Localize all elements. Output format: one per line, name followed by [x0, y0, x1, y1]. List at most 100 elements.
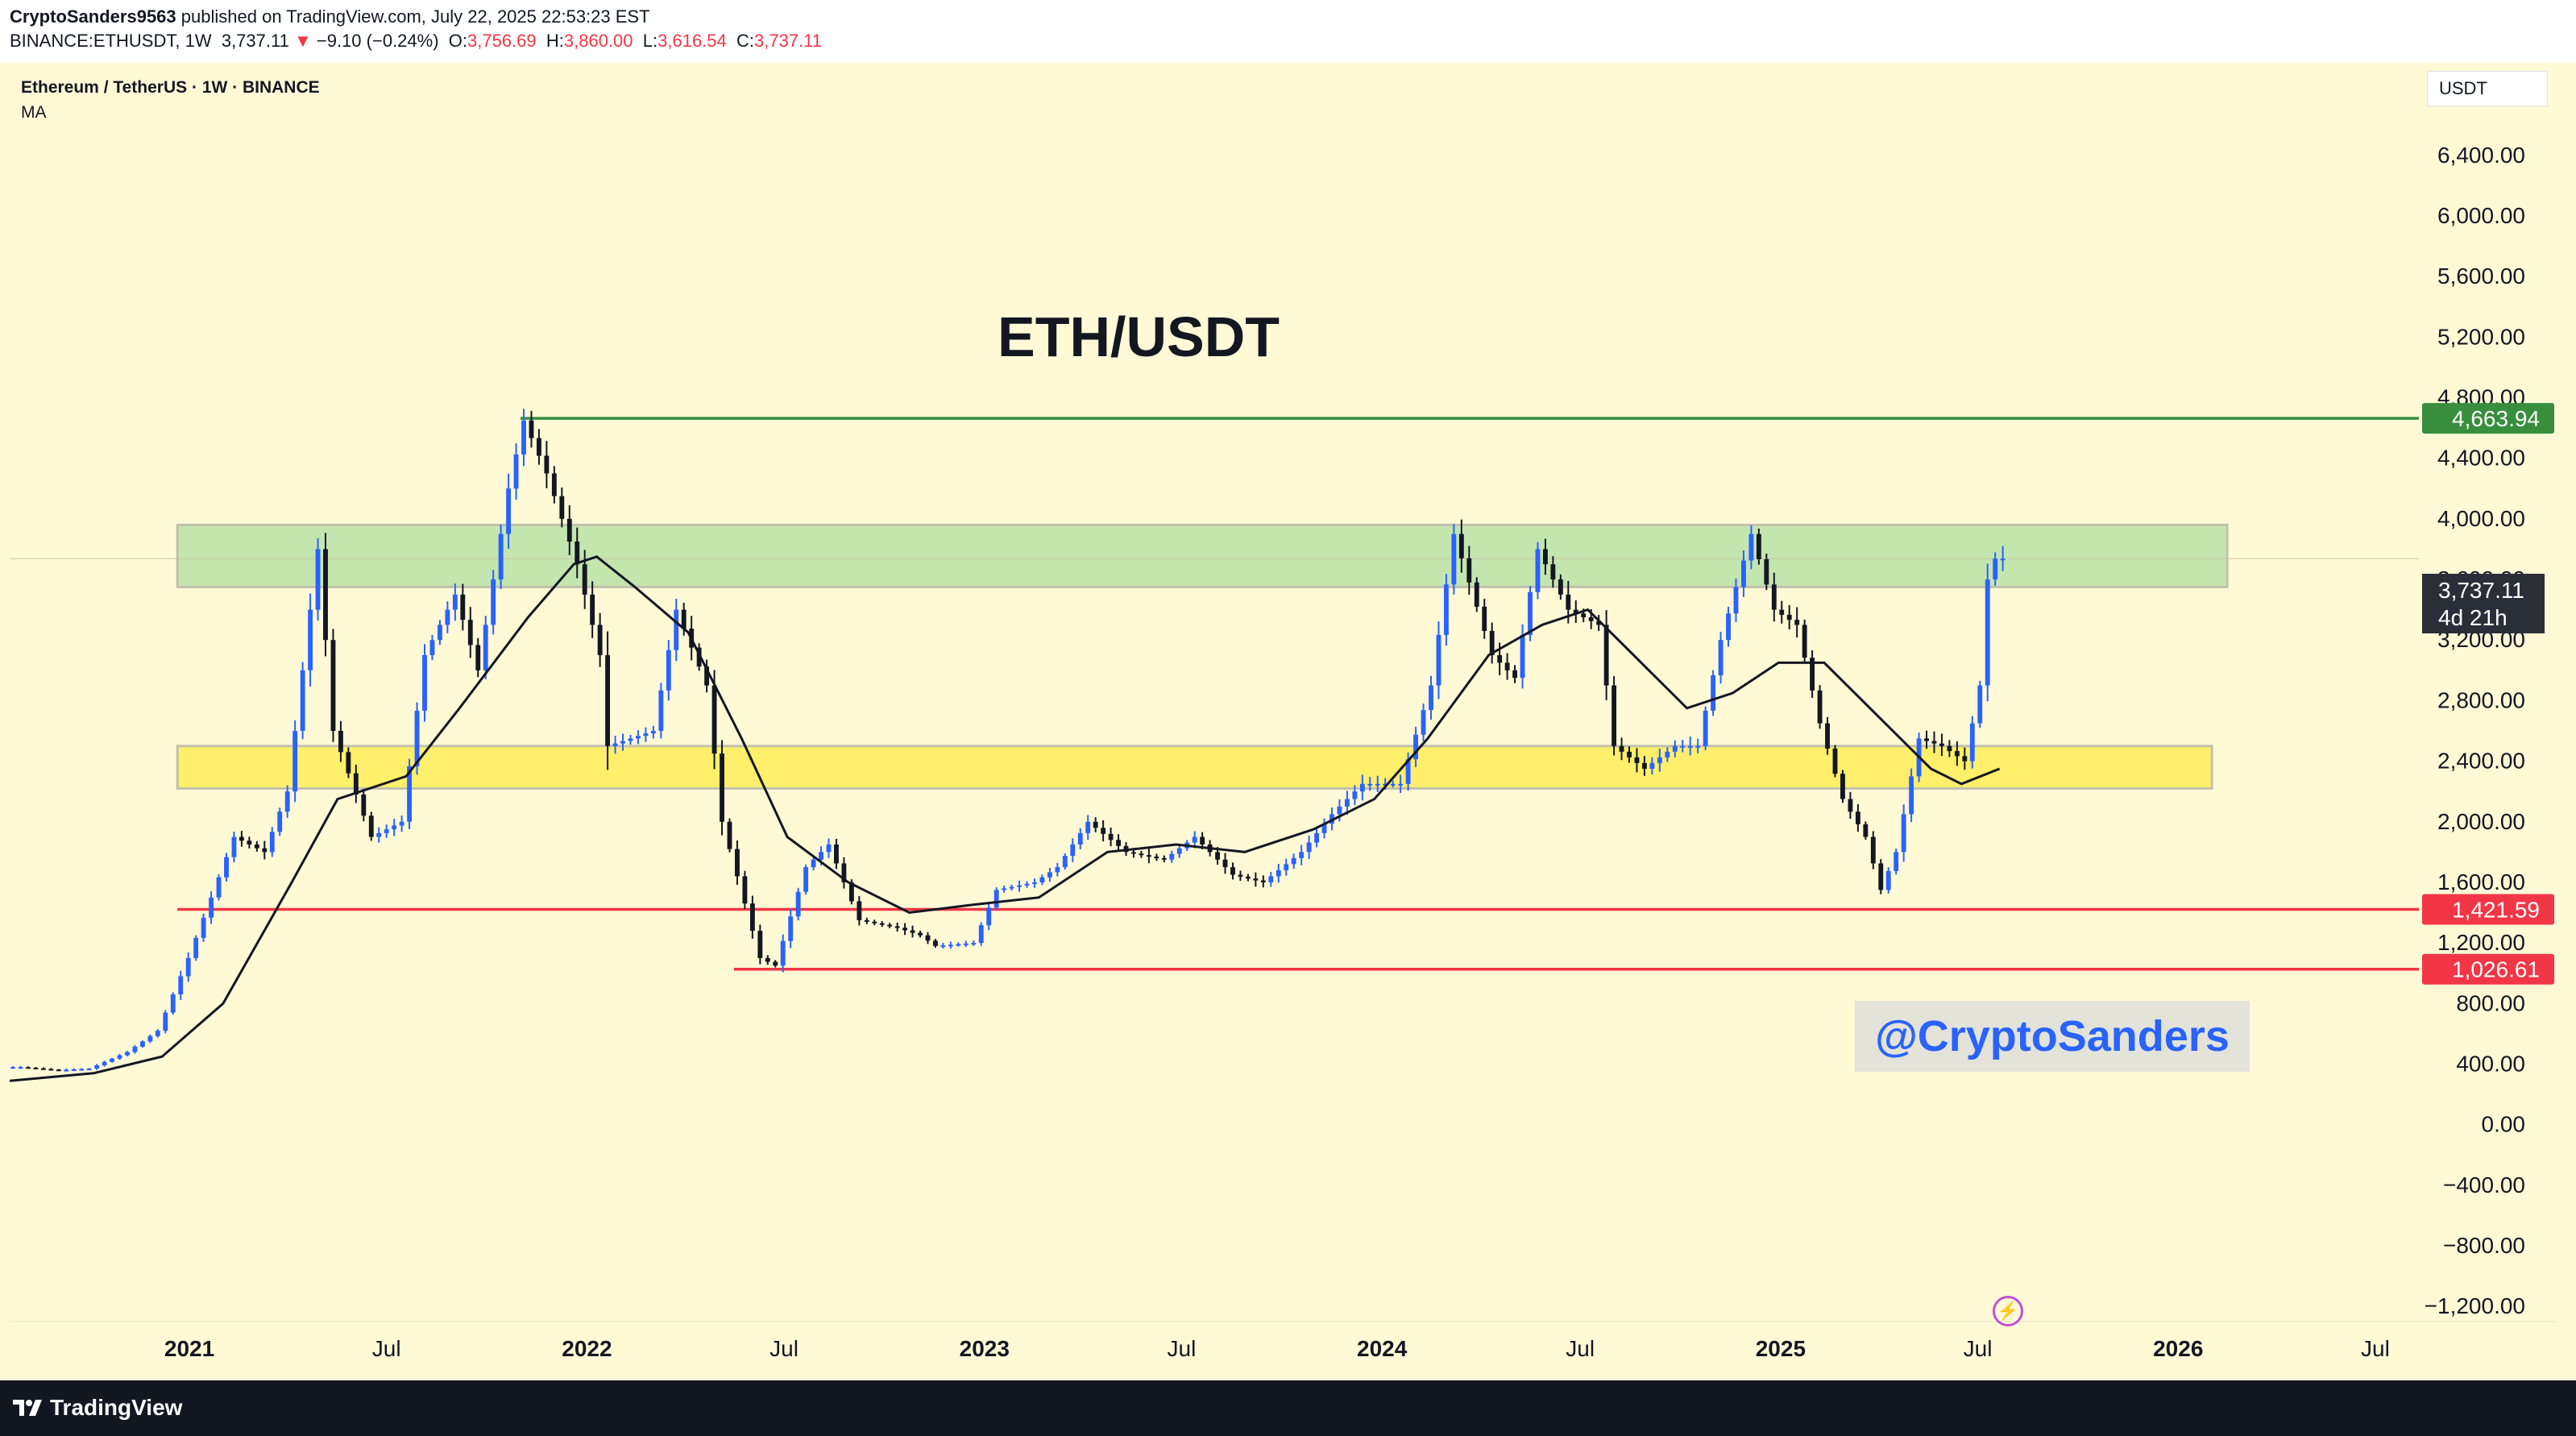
candle-body[interactable]	[1161, 857, 1167, 860]
candle-body[interactable]	[1779, 609, 1785, 615]
candle-body[interactable]	[1612, 685, 1617, 746]
candle-body[interactable]	[1748, 533, 1754, 561]
candle-body[interactable]	[1802, 625, 1807, 658]
candle-body[interactable]	[963, 943, 969, 945]
candle-body[interactable]	[1024, 883, 1030, 886]
candle-body[interactable]	[986, 907, 992, 926]
candle-body[interactable]	[102, 1061, 107, 1065]
candle-body[interactable]	[1314, 832, 1319, 843]
candle-body[interactable]	[597, 625, 603, 656]
candle-body[interactable]	[231, 836, 237, 857]
candle-body[interactable]	[300, 670, 305, 731]
candle-body[interactable]	[1901, 814, 1906, 853]
candle-body[interactable]	[910, 930, 915, 933]
candle-body[interactable]	[1245, 876, 1251, 879]
candle-body[interactable]	[1542, 549, 1548, 565]
candle-body[interactable]	[1855, 811, 1860, 824]
candle-body[interactable]	[1359, 783, 1365, 792]
candle-body[interactable]	[841, 863, 847, 882]
candle-body[interactable]	[1009, 886, 1014, 889]
candle-body[interactable]	[1131, 852, 1136, 854]
candle-body[interactable]	[71, 1069, 77, 1072]
lightning-icon[interactable]: ⚡	[1993, 1296, 2023, 1326]
candle-body[interactable]	[780, 940, 786, 966]
candle-body[interactable]	[1558, 579, 1563, 595]
symbol-title[interactable]: Ethereum / TetherUS · 1W · BINANCE	[21, 78, 320, 97]
candle-body[interactable]	[1512, 670, 1518, 679]
candle-body[interactable]	[1085, 821, 1091, 833]
candle-body[interactable]	[33, 1067, 39, 1069]
candle-body[interactable]	[674, 609, 679, 650]
candle-body[interactable]	[1649, 762, 1655, 769]
candle-body[interactable]	[292, 730, 298, 792]
candle-body[interactable]	[125, 1052, 130, 1056]
candle-body[interactable]	[1192, 836, 1197, 843]
candle-body[interactable]	[971, 943, 977, 945]
candle-body[interactable]	[1794, 620, 1800, 625]
candle-body[interactable]	[1863, 824, 1869, 837]
candle-body[interactable]	[1101, 828, 1106, 834]
candle-body[interactable]	[40, 1068, 46, 1070]
tradingview-logo[interactable]: TradingView	[11, 1395, 182, 1421]
candle-body[interactable]	[1634, 757, 1640, 763]
candle-body[interactable]	[727, 821, 732, 849]
moving-average-line[interactable]	[10, 555, 2001, 1082]
candle-body[interactable]	[48, 1069, 54, 1071]
candle-body[interactable]	[1458, 533, 1464, 558]
candle-body[interactable]	[795, 891, 801, 917]
price-chart[interactable]: −1,200.00 −800.00 −400.00 0.00 400.00 800.00 1…	[10, 64, 2557, 1380]
candle-body[interactable]	[1695, 745, 1701, 748]
candle-body[interactable]	[819, 852, 823, 860]
candle-body[interactable]	[384, 829, 389, 833]
candle-body[interactable]	[1482, 606, 1487, 631]
candle-body[interactable]	[1489, 630, 1495, 656]
candle-body[interactable]	[475, 645, 481, 670]
candle-body[interactable]	[1573, 609, 1578, 614]
candle-body[interactable]	[1047, 872, 1052, 878]
candle-body[interactable]	[1367, 783, 1373, 786]
indicator-ma[interactable]: MA	[21, 103, 47, 122]
candle-body[interactable]	[559, 496, 565, 519]
candle-body[interactable]	[1641, 762, 1647, 769]
candle-body[interactable]	[742, 876, 748, 904]
candle-body[interactable]	[155, 1031, 160, 1036]
candle-body[interactable]	[491, 579, 496, 625]
candle-body[interactable]	[575, 542, 580, 565]
chart-area[interactable]: −1,200.00 −800.00 −400.00 0.00 400.00 800.00 1…	[10, 64, 2557, 1380]
candle-body[interactable]	[269, 832, 275, 853]
candle-body[interactable]	[1176, 848, 1182, 854]
candle-body[interactable]	[1528, 591, 1533, 635]
candle-body[interactable]	[1627, 751, 1632, 757]
candle-body[interactable]	[1421, 710, 1426, 735]
candle-body[interactable]	[1230, 867, 1235, 875]
candle-body[interactable]	[132, 1046, 138, 1052]
candle-body[interactable]	[1268, 876, 1274, 882]
candle-body[interactable]	[1894, 852, 1899, 871]
candle-body[interactable]	[1703, 710, 1708, 746]
candle-body[interactable]	[26, 1067, 31, 1069]
candle-body[interactable]	[711, 685, 717, 754]
candle-body[interactable]	[537, 438, 541, 456]
candle-body[interactable]	[902, 928, 908, 931]
candle-body[interactable]	[1817, 690, 1823, 724]
candle-body[interactable]	[56, 1069, 61, 1072]
candle-body[interactable]	[1260, 880, 1266, 882]
candle-body[interactable]	[1375, 783, 1380, 786]
author-name[interactable]: CryptoSanders9563	[10, 6, 176, 27]
candle-body[interactable]	[650, 730, 656, 734]
candle-body[interactable]	[94, 1065, 100, 1069]
candle-body[interactable]	[1116, 840, 1121, 846]
candle-body[interactable]	[1520, 634, 1525, 679]
candle-body[interactable]	[330, 640, 336, 731]
candle-body[interactable]	[933, 940, 938, 946]
candle-body[interactable]	[1726, 613, 1731, 641]
candle-body[interactable]	[1550, 564, 1556, 580]
candle-body[interactable]	[1429, 685, 1433, 711]
candle-body[interactable]	[605, 655, 611, 746]
candle-body[interactable]	[879, 923, 885, 925]
candle-body[interactable]	[1969, 723, 1975, 762]
candle-body[interactable]	[224, 857, 229, 878]
candle-body[interactable]	[681, 609, 687, 629]
candle-body[interactable]	[1977, 685, 1983, 724]
candle-body[interactable]	[1337, 806, 1342, 815]
